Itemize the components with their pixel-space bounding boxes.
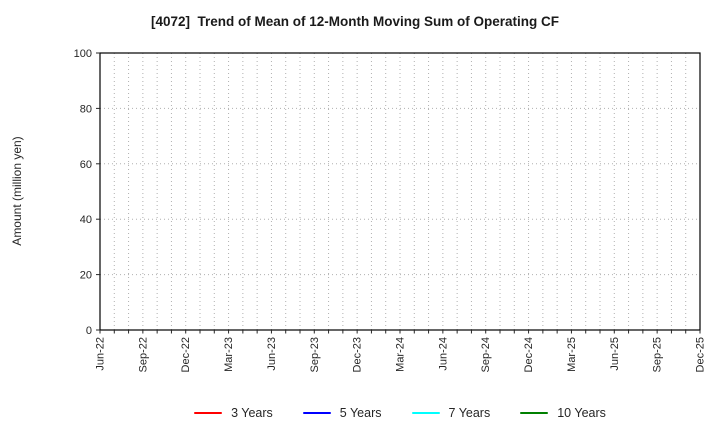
legend-label: 7 Years [448,406,491,420]
legend-item-3-years: 3 Years [194,406,273,420]
x-tick-label: Dec-25 [695,337,707,372]
legend-label: 5 Years [339,406,382,420]
x-tick-label: Mar-25 [566,337,578,372]
legend-item-5-years: 5 Years [302,406,382,420]
y-tick-label: 40 [80,214,92,226]
y-tick-label: 60 [80,159,92,171]
x-tick-label: Sep-25 [652,337,664,372]
y-tick-label: 80 [80,103,92,115]
chart-title: [4072] Trend of Mean of 12-Month Moving … [150,14,559,29]
x-tick-label: Jun-25 [609,337,621,371]
legend-item-7-years: 7 Years [411,406,491,420]
x-tick-label: Mar-24 [395,337,407,372]
legend: 3 Years 5 Years 7 Years 10 Years [100,401,700,425]
x-tick-label: Sep-22 [137,337,149,372]
x-tick-label: Dec-22 [180,337,192,372]
x-tick-label: Dec-24 [523,337,535,372]
x-tick-label: Jun-24 [437,337,449,371]
plot-frame [99,52,701,331]
legend-label: 3 Years [231,406,273,420]
legend-line-7-years-icon [411,411,440,415]
legend-line-3-years-icon [194,411,223,415]
x-tick-label: Sep-23 [309,337,321,372]
y-tick-label: 20 [80,270,92,282]
x-tick-label: Jun-22 [95,337,107,371]
x-tick-label: Dec-23 [352,337,364,372]
legend-label: 10 Years [557,406,606,420]
y-tick-label: 100 [74,48,92,60]
legend-item-10-years: 10 Years [520,406,606,420]
x-tick-label: Sep-24 [480,337,492,372]
y-tick-label: 0 [86,325,92,337]
legend-line-10-years-icon [520,411,549,415]
x-tick-label: Mar-23 [223,337,235,372]
x-tick-label: Jun-23 [266,337,278,371]
legend-line-5-years-icon [302,411,331,415]
